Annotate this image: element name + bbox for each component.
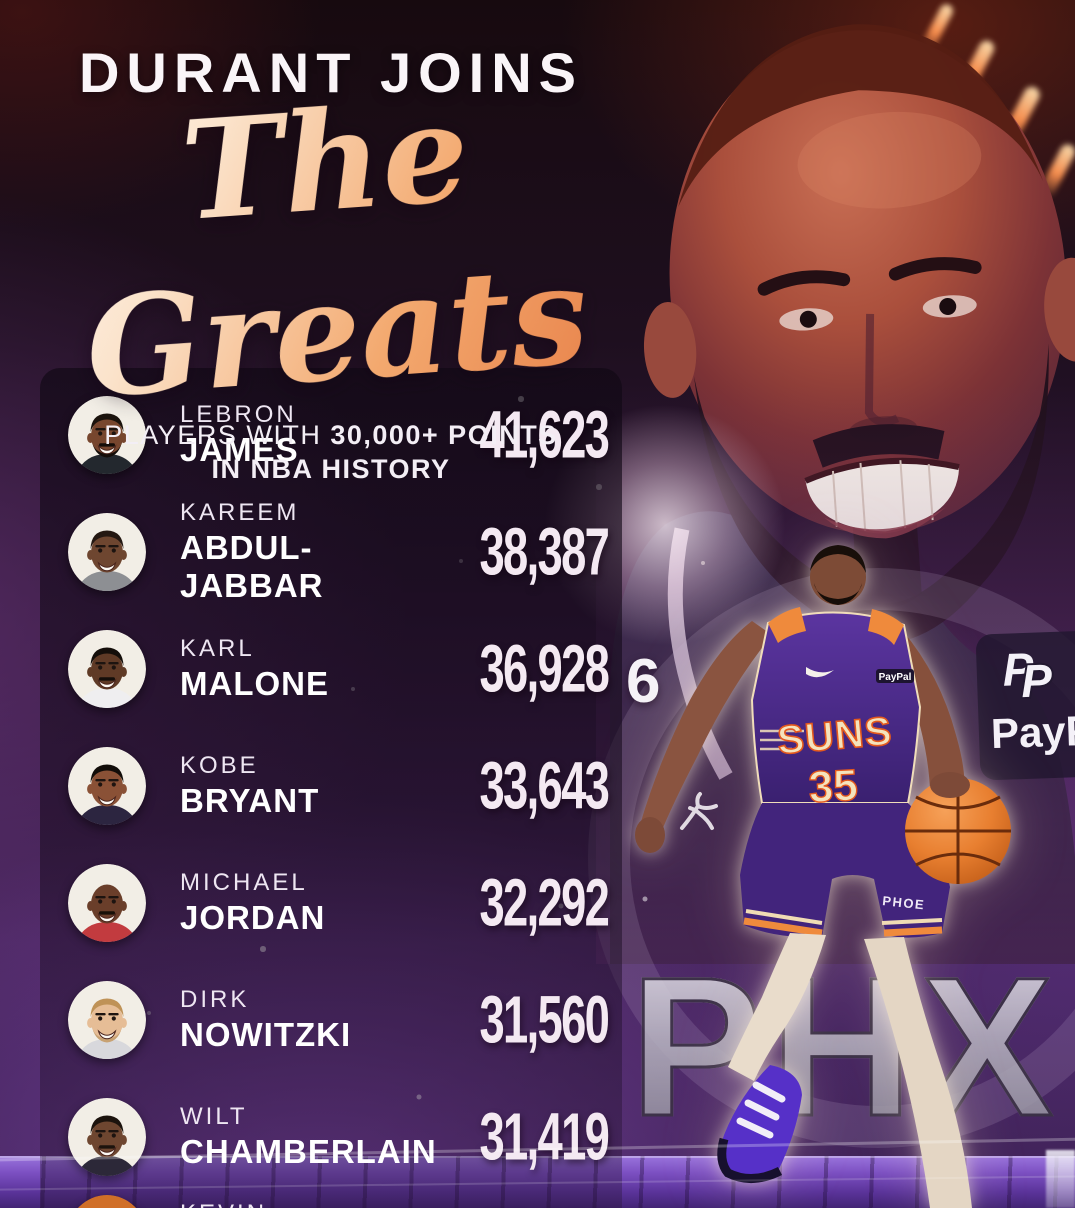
player-face-illustration: [68, 395, 146, 474]
player-face-illustration: [77, 1194, 137, 1208]
player-last-name: MALONE: [180, 664, 329, 702]
player-first-name: KOBE: [180, 751, 259, 779]
player-first-name: MICHAEL: [180, 868, 308, 896]
background-jersey-number: 6: [626, 647, 661, 716]
player-points: 31,560: [479, 982, 609, 1057]
player-name: DIRK NOWITZKI: [180, 986, 351, 1054]
svg-text:P: P: [1020, 654, 1053, 707]
player-face-illustration: [68, 629, 146, 708]
table-row-partial: KEVIN DURANT 30,008: [68, 1175, 610, 1208]
jumpman-logo-icon: [680, 792, 718, 830]
script-title: The Greats: [0, 54, 673, 439]
player-name: KARL MALONE: [180, 635, 329, 703]
table-row: DIRK NOWITZKI 31,560: [68, 961, 610, 1078]
player-last-name: ABDUL-JABBAR: [180, 528, 324, 604]
kd-shoe: [717, 1065, 802, 1183]
table-row: KARL MALONE 36,928: [68, 610, 610, 727]
subtitle-highlight: 30,000+ POINTS: [330, 420, 558, 450]
subtitle-line2: IN NBA HISTORY: [211, 453, 451, 484]
headline-block: DURANT JOINS The Greats PLAYERS WITH 30,…: [0, 0, 662, 487]
paypal-badge: P P PayPal: [975, 629, 1075, 781]
table-row: MICHAEL JORDAN 32,292: [68, 844, 610, 961]
player-first-name: KARL: [180, 634, 255, 662]
player-face-illustration: [68, 746, 146, 825]
player-name: WILT CHAMBERLAIN: [180, 1103, 437, 1171]
player-name: LEBRON JAMES: [180, 401, 299, 469]
player-points: 31,419: [479, 1099, 609, 1174]
player-points: 36,928: [479, 631, 609, 706]
player-points: 32,292: [479, 865, 609, 940]
player-last-name: JAMES: [180, 430, 299, 468]
player-first-name: LEBRON: [180, 401, 299, 429]
player-face-illustration: [68, 863, 146, 942]
kd-legs: [728, 933, 972, 1208]
jersey-wordmark: SUNS: [776, 709, 895, 763]
kd-jersey: PayPal SUNS 35: [750, 607, 922, 813]
player-avatar: [68, 512, 146, 591]
paypal-monogram-icon: P P: [1002, 643, 1055, 708]
shorts-text: PHOE: [882, 893, 926, 912]
page-title: DURANT JOINS: [78, 41, 584, 104]
subtitle: PLAYERS WITH 30,000+ POINTS IN NBA HISTO…: [0, 419, 662, 487]
player-first-name: WILT: [180, 1102, 248, 1130]
swoosh-icon: [806, 667, 834, 678]
durant-figure-illustration: PayPal SUNS 35 PHOE: [635, 545, 1011, 1208]
table-row: WILT CHAMBERLAIN 31,419: [68, 1078, 610, 1195]
player-points: 33,643: [479, 748, 609, 823]
player-first-name: DIRK: [180, 985, 250, 1013]
svg-text:P: P: [1002, 643, 1035, 696]
player-last-name: NOWITZKI: [180, 1015, 352, 1053]
court-logo-letters: PHX: [629, 946, 1075, 1147]
subtitle-prefix: PLAYERS WITH: [104, 420, 331, 450]
player-avatar: [68, 980, 146, 1059]
player-avatar: [68, 629, 146, 708]
table-row: KAREEM ABDUL-JABBAR 38,387: [68, 493, 610, 610]
edge-glow: [1046, 1150, 1075, 1208]
player-avatar: [68, 863, 146, 942]
player-avatar: [68, 395, 146, 474]
player-name: MICHAEL JORDAN: [180, 869, 325, 937]
player-avatar: [68, 746, 146, 825]
jersey-paypal-patch: PayPal: [879, 672, 912, 683]
player-name: KOBE BRYANT: [180, 752, 319, 820]
player-points: 38,387: [479, 514, 609, 589]
player-face-illustration: [68, 1097, 146, 1176]
kd-head: [810, 545, 866, 605]
player-avatar: [68, 1097, 146, 1176]
basketball-icon: [905, 778, 1011, 884]
player-face-illustration: [68, 980, 146, 1059]
player-last-name: JORDAN: [180, 898, 326, 936]
player-points: 30,008: [479, 1195, 609, 1208]
player-face-illustration: [68, 512, 146, 591]
player-name: KEVIN DURANT: [180, 1200, 325, 1208]
player-name: KAREEM ABDUL-JABBAR: [180, 499, 455, 605]
player-last-name: BRYANT: [180, 781, 320, 819]
player-last-name: CHAMBERLAIN: [180, 1132, 437, 1170]
kd-shorts: PHOE: [740, 803, 950, 938]
table-row: KOBE BRYANT 33,643: [68, 727, 610, 844]
player-first-name: KAREEM: [180, 498, 300, 526]
player-first-name: KEVIN: [180, 1200, 325, 1208]
stats-panel: LEBRON JAMES 41,623 KA: [40, 368, 622, 1208]
kd-left-arm: [635, 621, 772, 853]
player-avatar: [68, 1194, 146, 1208]
